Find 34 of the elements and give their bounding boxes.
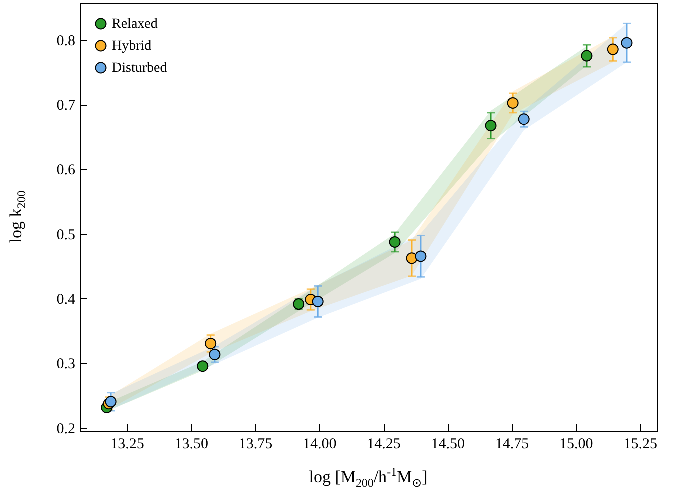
x-tick-label: 13.50 [174, 436, 208, 452]
x-tick-label: 14.25 [367, 436, 401, 452]
y-tick-label: 0.3 [56, 356, 76, 373]
point [607, 44, 619, 56]
y-tick-label: 0.6 [56, 162, 76, 179]
y-tick-label: 0.5 [56, 227, 76, 244]
point [581, 50, 593, 62]
y-tick-label: 0.8 [56, 33, 76, 50]
legend-label: Disturbed [112, 61, 168, 76]
x-tick-label: 14.00 [302, 436, 337, 452]
y-tick-label: 0.2 [56, 421, 76, 438]
x-tick-label: 15.00 [560, 436, 594, 452]
x-tick-label: 14.75 [495, 436, 530, 452]
x-tick-label: 14.50 [431, 436, 466, 452]
point [312, 296, 324, 308]
legend-label: Relaxed [112, 17, 158, 32]
point [485, 120, 497, 132]
point [507, 97, 519, 109]
y-tick-label: 0.7 [56, 98, 76, 114]
point [197, 360, 209, 372]
legend-label: Hybrid [112, 39, 152, 54]
x-tick-label: 13.75 [238, 436, 273, 452]
point [293, 298, 305, 310]
point [389, 236, 401, 248]
x-tick-label: 13.25 [110, 436, 144, 452]
point [518, 114, 530, 126]
point [209, 348, 221, 360]
point [406, 252, 418, 264]
y-tick-label: 0.4 [56, 292, 76, 308]
point [621, 37, 633, 49]
point [415, 250, 427, 262]
x-tick-label: 15.25 [624, 436, 658, 452]
x-axis-title: log [M$_{200}$/h$^{-1}$M$_{⊙}$] [308, 465, 429, 492]
point [205, 338, 217, 350]
